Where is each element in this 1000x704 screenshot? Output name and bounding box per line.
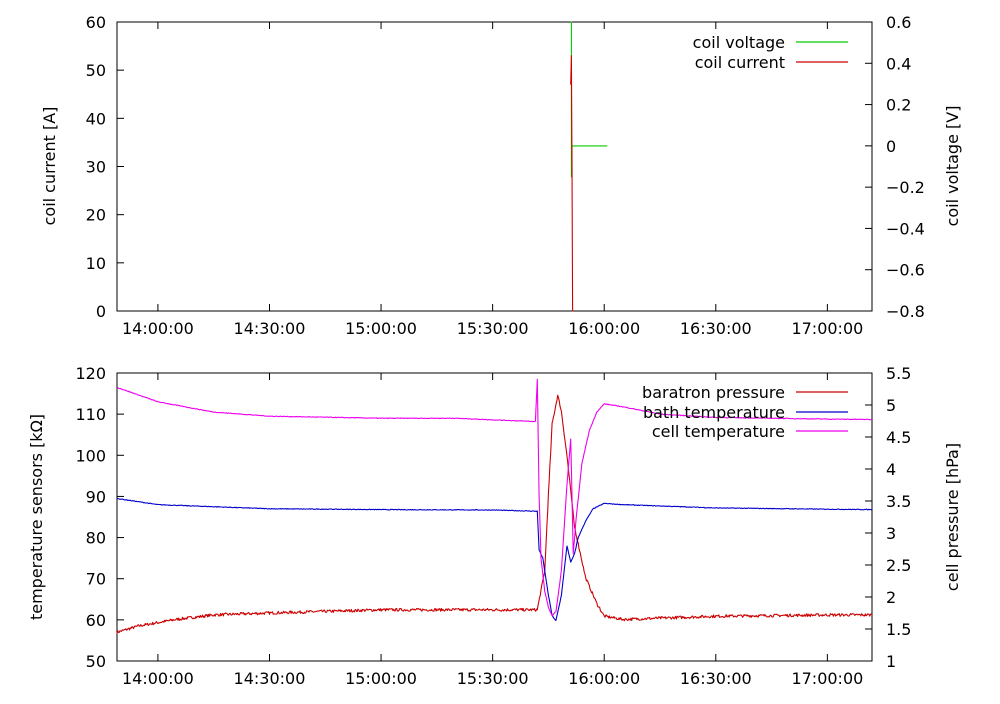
y-tick-label: 0 — [96, 302, 106, 321]
series-layer — [116, 378, 873, 634]
y2-tick-label: 4.5 — [886, 428, 911, 447]
y-tick-label: 100 — [75, 446, 106, 465]
x-ticks: 14:00:00 14:30:00 15:00:00 15:30:00 16:00:00… — [122, 22, 863, 338]
y2-ticks: 1 1.5 2 2.5 3 3.5 4 4.5 5 5.5 — [865, 364, 911, 671]
series-line-baratron-pressure — [116, 394, 873, 634]
y-tick-label: 120 — [75, 364, 106, 383]
y-tick-label: 60 — [86, 611, 106, 630]
x-tick-label: 15:30:00 — [457, 669, 529, 688]
x-tick-label: 15:00:00 — [345, 669, 417, 688]
y2-axis-label: cell pressure [hPa] — [943, 443, 962, 591]
x-tick-label: 15:00:00 — [345, 319, 417, 338]
x-tick-label: 14:00:00 — [122, 319, 194, 338]
y2-tick-label: 3.5 — [886, 492, 911, 511]
y-tick-label: 80 — [86, 529, 106, 548]
series-line-coil-voltage — [570, 21, 608, 178]
legend-label-bath-temperature: bath temperature — [643, 403, 785, 422]
x-tick-label: 14:30:00 — [234, 319, 306, 338]
y2-tick-label: 2.5 — [886, 556, 911, 575]
y-tick-label: 90 — [86, 487, 106, 506]
coil-panel: coil current [A] coil voltage [V] 14:00:… — [40, 13, 962, 338]
y2-tick-label: −0.8 — [886, 302, 925, 321]
series-line-cell-temperature — [117, 378, 872, 617]
y-axis-label: temperature sensors [kΩ] — [27, 414, 46, 620]
y2-tick-label: 5.5 — [886, 364, 911, 383]
series-line-coil-current — [570, 55, 574, 312]
legend: coil voltage coil current — [693, 33, 848, 72]
x-tick-label: 14:00:00 — [122, 669, 194, 688]
y-axis-label: coil current [A] — [40, 107, 59, 226]
y-tick-label: 30 — [86, 158, 106, 177]
y2-tick-label: 4 — [886, 460, 896, 479]
legend-label-coil-current: coil current — [695, 53, 785, 72]
x-tick-label: 16:30:00 — [680, 319, 752, 338]
x-tick-label: 16:00:00 — [568, 669, 640, 688]
y2-tick-label: 0.4 — [886, 54, 911, 73]
y2-tick-label: 0 — [886, 137, 896, 156]
x-tick-label: 17:00:00 — [791, 669, 863, 688]
legend-label-coil-voltage: coil voltage — [693, 33, 785, 52]
y2-tick-label: 1.5 — [886, 620, 911, 639]
series-line-bath-temperature — [116, 497, 873, 622]
x-tick-label: 15:30:00 — [457, 319, 529, 338]
x-tick-label: 16:00:00 — [568, 319, 640, 338]
y2-tick-label: −0.4 — [886, 219, 925, 238]
y-tick-label: 50 — [86, 61, 106, 80]
y2-tick-label: 3 — [886, 524, 896, 543]
y2-tick-label: −0.2 — [886, 178, 925, 197]
legend: baratron pressure bath temperature cell … — [642, 383, 848, 441]
series-layer — [570, 21, 608, 312]
y-tick-label: 50 — [86, 652, 106, 671]
y-tick-label: 70 — [86, 570, 106, 589]
x-tick-label: 14:30:00 — [234, 669, 306, 688]
y2-tick-label: 1 — [886, 652, 896, 671]
plot-area-frame — [116, 372, 873, 662]
y2-ticks: −0.8 −0.6 −0.4 −0.2 0 0.2 0.4 0.6 — [865, 13, 925, 321]
x-ticks: 14:00:00 14:30:00 15:00:00 15:30:00 16:00:00… — [122, 373, 863, 688]
y-tick-label: 10 — [86, 254, 106, 273]
y2-axis-label: coil voltage [V] — [943, 106, 962, 227]
y-tick-label: 20 — [86, 206, 106, 225]
y-tick-label: 110 — [75, 405, 106, 424]
y-tick-label: 60 — [86, 13, 106, 32]
y2-tick-label: 0.6 — [886, 13, 911, 32]
x-tick-label: 16:30:00 — [680, 669, 752, 688]
y2-tick-label: 0.2 — [886, 96, 911, 115]
legend-label-baratron-pressure: baratron pressure — [642, 383, 785, 402]
temperature-pressure-panel: temperature sensors [kΩ] cell pressure [… — [27, 364, 962, 688]
y-ticks: 50 60 70 80 90 100 110 120 — [75, 364, 124, 671]
legend-label-cell-temperature: cell temperature — [652, 422, 785, 441]
y2-tick-label: 2 — [886, 588, 896, 607]
x-tick-label: 17:00:00 — [791, 319, 863, 338]
y2-tick-label: −0.6 — [886, 261, 925, 280]
y-ticks: 0 10 20 30 40 50 60 — [86, 13, 124, 321]
y2-tick-label: 5 — [886, 396, 896, 415]
y-tick-label: 40 — [86, 109, 106, 128]
